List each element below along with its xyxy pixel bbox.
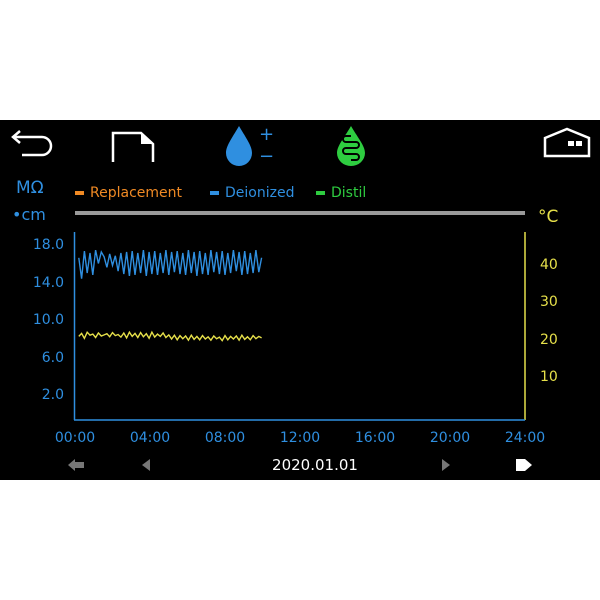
legend-swatch [316,191,325,195]
device-screen: + − MΩ •cm °C Replacement Deionized Dist… [0,120,600,480]
legend-label: Distil [331,185,367,201]
left-tick: 18.0 [32,237,64,253]
deionized-drop-icon[interactable]: + − [222,124,278,166]
x-tick: 24:00 [504,430,546,446]
plus-sign: + [259,124,274,145]
legend-label: Deionized [225,185,295,201]
x-tick: 08:00 [204,430,246,446]
temperature-line [78,330,262,342]
legend-replacement[interactable]: Replacement [75,185,182,201]
right-tick: 10 [540,369,558,385]
left-unit-bottom: •cm [12,205,46,224]
left-tick: 10.0 [32,312,64,328]
home-icon[interactable] [542,126,592,158]
x-tick: 04:00 [129,430,171,446]
left-unit-top: MΩ [16,178,44,198]
trend-chart [73,232,526,421]
last-page-button[interactable] [514,458,534,472]
first-page-button[interactable] [66,458,86,472]
legend-label: Replacement [90,185,182,201]
right-unit: °C [538,207,559,227]
distil-drop-icon[interactable] [333,124,369,166]
left-tick: 2.0 [41,387,64,403]
minus-sign: − [259,146,274,166]
x-tick: 00:00 [54,430,96,446]
x-tick: 16:00 [354,430,396,446]
document-icon[interactable] [110,130,156,162]
left-tick: 14.0 [32,275,64,291]
x-tick: 20:00 [429,430,471,446]
legend-distil[interactable]: Distil [316,185,366,201]
left-tick: 6.0 [41,350,64,366]
legend-swatch [210,191,219,195]
right-tick: 30 [540,294,558,310]
deionized-resistivity-line [78,249,263,279]
legend-deionized[interactable]: Deionized [210,185,294,201]
right-tick: 20 [540,332,558,348]
date-label: 2020.01.01 [272,456,358,474]
previous-day-button[interactable] [140,458,152,472]
legend-swatch [75,191,84,195]
x-tick: 12:00 [279,430,321,446]
divider [75,211,525,215]
back-arrow-icon[interactable] [10,128,56,158]
next-day-button[interactable] [440,458,452,472]
right-tick: 40 [540,257,558,273]
